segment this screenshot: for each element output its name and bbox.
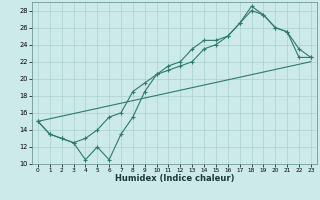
X-axis label: Humidex (Indice chaleur): Humidex (Indice chaleur) [115,174,234,183]
